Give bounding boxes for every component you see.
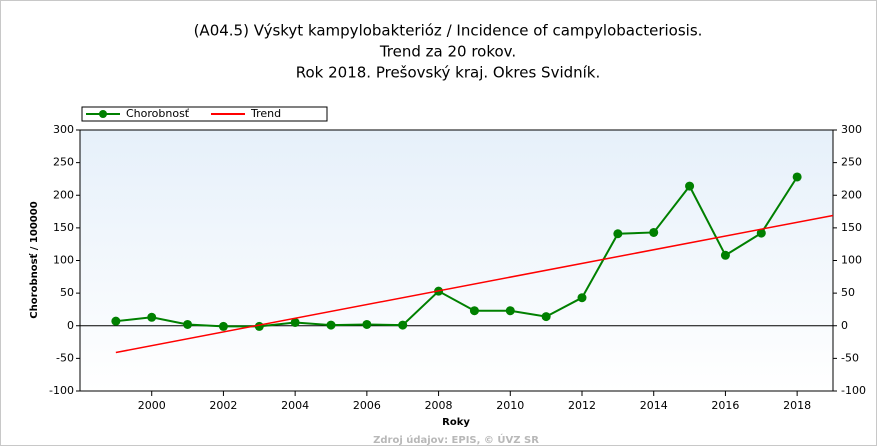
- marker: [685, 181, 695, 191]
- marker: [398, 320, 408, 330]
- y2-tick-label: 150: [841, 221, 862, 234]
- chart-title: (A04.5) Výskyt kampylobakterióz / Incide…: [194, 22, 703, 40]
- y-tick-label: 150: [53, 221, 74, 234]
- x-tick-label: 2014: [640, 399, 668, 412]
- y-tick-label: -100: [49, 384, 74, 397]
- plot-area: [79, 129, 834, 392]
- marker: [469, 306, 479, 316]
- legend: [81, 106, 328, 122]
- y2-tick-label: 300: [841, 123, 862, 136]
- y2-tick-label: 250: [841, 156, 862, 169]
- marker: [326, 320, 336, 330]
- y2-tick-label: 0: [841, 319, 848, 332]
- marker: [649, 227, 659, 237]
- y-tick-label: 300: [53, 123, 74, 136]
- line: [115, 176, 798, 328]
- x-tick-label: 2006: [353, 399, 381, 412]
- x-tick-label: 2000: [138, 399, 166, 412]
- y-tick-label: 0: [67, 319, 74, 332]
- x-tick-label: 2012: [568, 399, 596, 412]
- y-tick-label: 50: [60, 286, 74, 299]
- chart-title: Rok 2018. Prešovský kraj. Okres Svidník.: [296, 64, 601, 82]
- line: [115, 214, 834, 354]
- y-tick-label: 250: [53, 156, 74, 169]
- x-tick-label: 2004: [281, 399, 309, 412]
- marker: [147, 312, 157, 322]
- legend-label: Trend: [250, 107, 281, 120]
- x-tick-label: 2018: [783, 399, 811, 412]
- x-tick-label: 2010: [496, 399, 524, 412]
- marker: [183, 319, 193, 329]
- marker: [505, 306, 515, 316]
- y-axis-title: Chorobnosť / 100000: [28, 201, 40, 318]
- y2-tick-label: 50: [841, 286, 855, 299]
- legend-label: Chorobnosť: [126, 107, 190, 120]
- y-tick-label: 200: [53, 188, 74, 201]
- y2-tick-label: -50: [841, 351, 859, 364]
- y2-tick-label: 200: [841, 188, 862, 201]
- y-tick-label: 100: [53, 254, 74, 267]
- chart-title: Trend za 20 rokov.: [379, 43, 516, 61]
- x-tick-label: 2002: [209, 399, 237, 412]
- marker: [218, 321, 228, 331]
- marker: [577, 293, 587, 303]
- marker: [111, 316, 121, 326]
- source: Zdroj údajov: EPIS, © ÚVZ SR: [373, 433, 539, 446]
- y2-tick-label: -100: [841, 384, 866, 397]
- x-tick-label: 2008: [425, 399, 453, 412]
- marker: [290, 317, 300, 327]
- y-tick-label: -50: [56, 351, 74, 364]
- x-axis-title: Roky: [442, 417, 470, 428]
- legend-marker: [99, 110, 107, 118]
- marker: [756, 228, 766, 238]
- y2-tick-label: 100: [841, 254, 862, 267]
- marker: [362, 319, 372, 329]
- marker: [792, 172, 802, 182]
- marker: [720, 250, 730, 260]
- marker: [613, 229, 623, 239]
- marker: [541, 312, 551, 322]
- x-tick-label: 2016: [711, 399, 739, 412]
